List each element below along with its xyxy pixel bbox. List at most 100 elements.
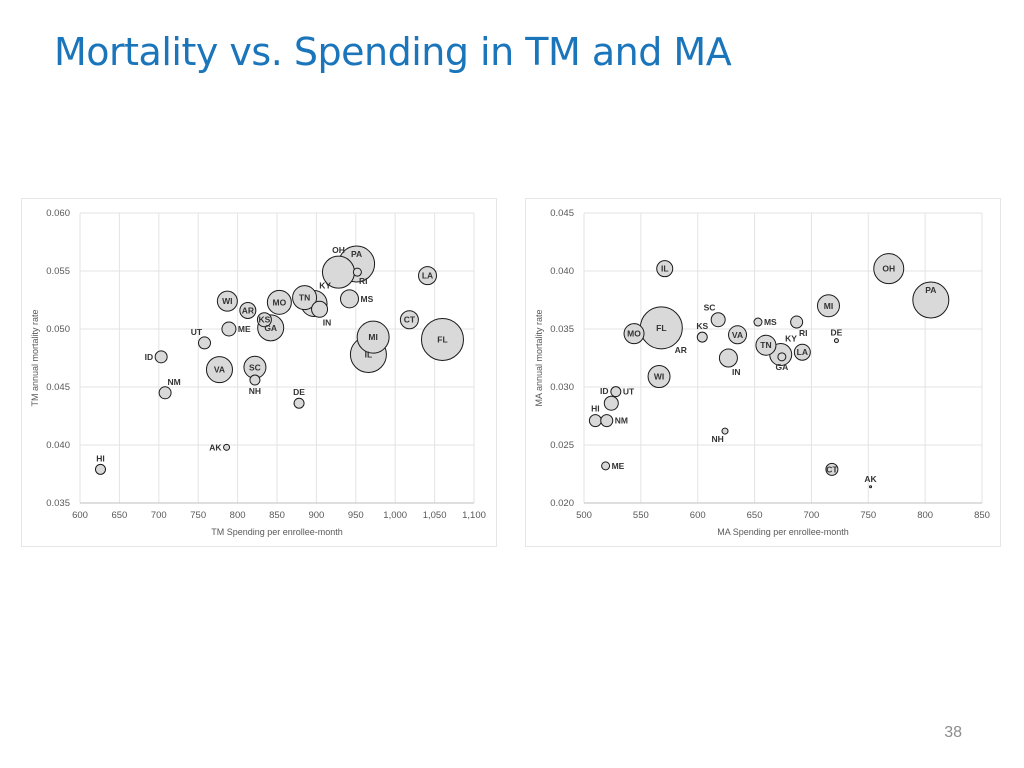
point-label-mo: MO [273,297,287,307]
x-tick-label: 1,000 [383,510,407,521]
bubble-de [833,338,839,344]
x-tick-label: 850 [269,510,285,521]
y-tick-label: 0.040 [46,440,70,451]
point-label-ct: CT [404,315,416,325]
bubble-ms [339,289,359,309]
point-label-me: ME [238,324,251,334]
bubble-fl [420,317,464,361]
point-label-fl: FL [656,323,666,333]
point-label-nh: NH [249,386,261,396]
bubble-ms [753,317,763,327]
tm-scatter-svg: 600 650 700 750 800 850 900 950 1,000 1,050 1,100 0… [30,208,486,537]
point-label-tn: TN [760,340,771,350]
point-label-wi: WI [222,296,232,306]
page-number: 38 [944,724,962,741]
point-label-va: VA [732,330,743,340]
point-label-nm: NM [615,416,628,426]
x-tick-label: 600 [72,510,88,521]
x-tick-label: 650 [747,510,763,521]
point-label-pa: PA [925,285,936,295]
y-tick-label: 0.030 [550,382,574,393]
point-label-mo: MO [627,329,641,339]
slide-title: Mortality vs. Spending in TM and MA [54,30,732,74]
bubble-ga [777,352,787,362]
x-tick-label: 850 [974,510,990,521]
point-label-fl: FL [437,334,447,344]
point-label-in: IN [732,367,741,377]
bubble-ks [696,331,708,343]
x-tick-label: 500 [576,510,592,521]
point-label-nm: NM [168,377,181,387]
x-tick-label: 700 [803,510,819,521]
point-label-il: IL [661,264,669,274]
bubble-id [154,350,168,364]
bubble-wi [647,365,671,389]
point-label-la: LA [422,271,433,281]
point-label-hi: HI [96,453,105,463]
point-label-mi: MI [824,301,833,311]
bubble-nm [600,414,614,428]
ma-scatter-chart: 500 550 600 650 700 750 800 850 0.020 0.025 0.030 0… [525,198,1001,547]
bubble-ut [610,386,622,398]
bubble-de [293,397,305,409]
bubble-pa [912,281,950,319]
bubble-ut [198,336,212,350]
bubble-nh [249,374,261,386]
x-tick-label: 750 [860,510,876,521]
point-label-ga: GA [264,323,277,333]
x-tick-label: 1,100 [462,510,486,521]
bubble-mi [356,320,390,354]
bubble-in [718,348,738,368]
x-tick-label: 950 [348,510,364,521]
point-label-ri: RI [359,276,368,286]
bubble-in [311,300,329,318]
point-label-me: ME [612,461,625,471]
x-tick-label: 600 [690,510,706,521]
x-axis-title: TM Spending per enrollee-month [211,527,343,537]
y-tick-label: 0.050 [46,324,70,335]
point-label-mi: MI [368,332,377,342]
point-label-ar: AR [675,345,687,355]
bubble-hi [588,414,602,428]
bubble-tn [292,285,318,311]
point-label-sc: SC [704,303,716,313]
bubble-me [221,321,237,337]
point-label-ga: GA [775,362,788,372]
point-label-in: IN [323,317,332,327]
bubble-va [205,356,233,384]
y-tick-label: 0.020 [550,498,574,509]
x-tick-label: 750 [190,510,206,521]
bubble-il [656,260,674,278]
y-tick-label: 0.045 [550,208,574,219]
point-label-ms: MS [360,294,373,304]
bubble-va [728,325,748,345]
x-tick-label: 800 [917,510,933,521]
point-label-ks: KS [258,315,270,325]
y-tick-label: 0.055 [46,266,70,277]
point-label-ar: AR [242,305,254,315]
point-label-de: DE [293,387,305,397]
bubble-wi [216,290,238,312]
point-label-oh: OH [882,264,895,274]
bubble-nh [721,427,729,435]
point-label-ak: AK [209,442,222,452]
point-label-ct: CT [826,464,838,474]
ma-scatter-svg: 500 550 600 650 700 750 800 850 0.020 0.025 0.030 0… [534,208,990,537]
x-axis-title: MA Spending per enrollee-month [717,527,849,537]
point-label-pa: PA [351,249,362,259]
point-label-la: LA [797,347,808,357]
y-tick-label: 0.040 [550,266,574,277]
bubble-mo [623,323,645,345]
x-tick-label: 1,050 [423,510,447,521]
bubble-me [601,461,611,471]
y-tick-label: 0.035 [46,498,70,509]
bubble-hi [94,463,106,475]
point-label-ks: KS [696,321,708,331]
bubble-la [793,343,811,361]
x-tick-label: 550 [633,510,649,521]
point-label-ky: KY [785,334,797,344]
bubble-mi [816,294,840,318]
bubble-ks [256,312,272,328]
x-tick-label: 650 [111,510,127,521]
point-label-id: ID [600,386,609,396]
